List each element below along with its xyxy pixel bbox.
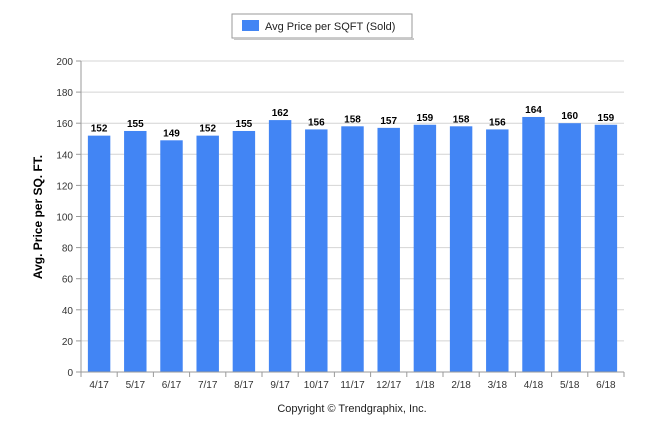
data-label-11/17: 158 <box>344 114 361 125</box>
x-tick-label-5/18: 5/18 <box>560 380 580 391</box>
x-tick-label-10/17: 10/17 <box>304 380 329 391</box>
y-axis-tick-labels: 0 20 40 60 80 100 120 140 160 180 200 <box>56 57 73 379</box>
bar-12/17 <box>377 127 400 373</box>
bar-3/18 <box>486 129 509 372</box>
y-tick-label: 20 <box>62 337 74 348</box>
data-label-4/18: 164 <box>525 105 542 116</box>
y-tick-label: 80 <box>62 244 74 255</box>
data-label-3/18: 156 <box>489 117 506 128</box>
bar-2/18 <box>449 126 473 372</box>
x-tick-label-4/17: 4/17 <box>89 380 109 391</box>
legend-swatch <box>242 20 259 31</box>
bar-8/17 <box>232 130 256 372</box>
x-tick-label-6/18: 6/18 <box>596 380 616 391</box>
bar-6/18 <box>594 124 618 372</box>
y-tick-label: 180 <box>56 88 73 99</box>
y-tick-label: 200 <box>56 57 73 68</box>
data-label-5/17: 155 <box>127 119 144 130</box>
y-tick-label: 120 <box>56 181 73 192</box>
data-label-6/17: 149 <box>163 128 180 139</box>
x-tick-label-2/18: 2/18 <box>451 380 471 391</box>
data-label-7/17: 152 <box>199 124 216 135</box>
x-tick-label-5/17: 5/17 <box>126 380 146 391</box>
y-tick-label: 160 <box>56 119 73 130</box>
bar-1/18 <box>413 124 437 372</box>
bar-4/18 <box>522 116 545 372</box>
x-tick-label-7/17: 7/17 <box>198 380 218 391</box>
x-tick-label-8/17: 8/17 <box>234 380 254 391</box>
bar-7/17 <box>196 135 219 372</box>
bar-5/17 <box>124 130 147 372</box>
legend-box-shadow <box>234 38 414 40</box>
data-label-9/17: 162 <box>272 108 289 119</box>
x-tick-label-9/17: 9/17 <box>270 380 290 391</box>
axes <box>80 61 624 373</box>
bar-9/17 <box>268 120 292 372</box>
y-tick-label: 140 <box>56 150 73 161</box>
data-label-4/17: 152 <box>91 124 108 135</box>
x-tick-label-12/17: 12/17 <box>376 380 401 391</box>
x-tick-label-4/18: 4/18 <box>524 380 544 391</box>
data-label-1/18: 159 <box>417 113 434 124</box>
x-tick-label-11/17: 11/17 <box>340 380 365 391</box>
x-tick-label-1/18: 1/18 <box>415 380 435 391</box>
data-labels: 152 155 149 152 155 162 156 158 157 159 158 156 164 1… <box>91 105 615 139</box>
legend-label: Avg Price per SQFT (Sold) <box>265 21 395 33</box>
data-label-10/17: 156 <box>308 117 325 128</box>
y-tick-label: 0 <box>67 368 73 379</box>
x-tick-label-3/18: 3/18 <box>488 380 508 391</box>
y-tick-label: 60 <box>62 275 74 286</box>
bar-11/17 <box>341 126 364 372</box>
bar-10/17 <box>305 129 328 372</box>
bar-4/17 <box>87 135 111 372</box>
copyright-text: Copyright © Trendgraphix, Inc. <box>277 403 426 415</box>
y-tick-label: 100 <box>56 213 73 224</box>
x-tick-label-6/17: 6/17 <box>162 380 182 391</box>
y-axis-title: Avg. Price per SQ. FT. <box>31 155 45 279</box>
data-label-12/17: 157 <box>380 116 397 127</box>
data-label-2/18: 158 <box>453 114 470 125</box>
legend: Avg Price per SQFT (Sold) <box>231 13 414 40</box>
data-label-8/17: 155 <box>236 119 253 130</box>
data-label-6/18: 159 <box>598 113 615 124</box>
legend-box <box>231 13 413 39</box>
x-axis-tick-labels: 4/17 5/17 6/17 7/17 8/17 9/17 10/17 11/17 12/17 1… <box>80 372 625 391</box>
y-tick-label: 40 <box>62 306 74 317</box>
bars <box>87 116 618 373</box>
bar-6/17 <box>160 140 183 372</box>
data-label-5/18: 160 <box>561 111 578 122</box>
bar-5/18 <box>558 123 581 372</box>
